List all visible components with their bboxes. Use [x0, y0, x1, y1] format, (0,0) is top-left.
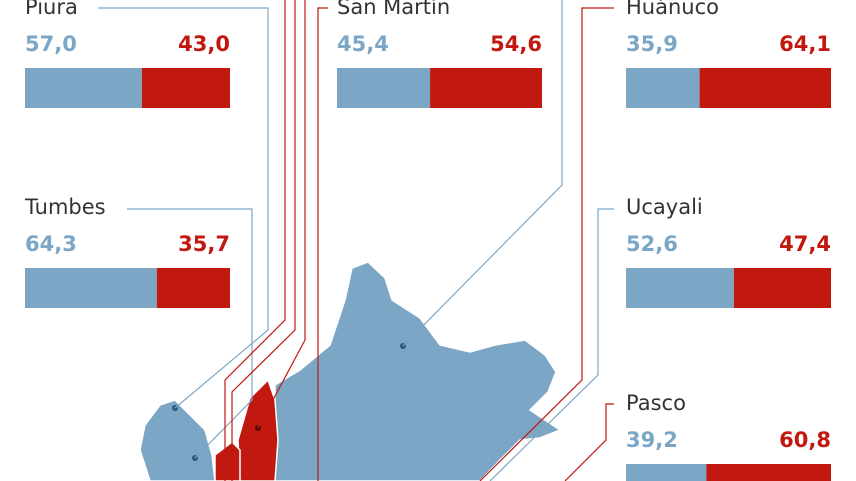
leader-line: [224, 0, 286, 481]
bar-segment: [337, 68, 431, 108]
bar-segment: [141, 68, 230, 108]
value-label: 47,4: [779, 232, 831, 256]
leader-line: [231, 0, 296, 481]
value-label: 64,1: [779, 32, 831, 56]
region-name: Pasco: [626, 391, 686, 415]
bar-segment: [733, 268, 831, 308]
bar-segment: [626, 464, 707, 481]
value-label: 64,3: [25, 232, 77, 256]
region-name: Huánuco: [626, 0, 719, 19]
region-shape: [139, 399, 216, 481]
region-shape: [214, 441, 241, 481]
value-label: 57,0: [25, 32, 77, 56]
value-label: 43,0: [178, 32, 230, 56]
value-label: 45,4: [337, 32, 389, 56]
leader-line: [489, 208, 614, 481]
region-name: Piura: [25, 0, 78, 19]
bar-segment: [626, 68, 700, 108]
bar-segment: [156, 268, 230, 308]
region-shape: [274, 261, 562, 481]
leader-line: [402, 0, 563, 347]
region-name: Ucayali: [626, 195, 703, 219]
leader-line: [257, 0, 306, 429]
bar-segment: [699, 68, 831, 108]
leader-lines: [98, 0, 614, 481]
region-name: San Martín: [337, 0, 450, 19]
bar-segment: [25, 68, 142, 108]
leader-line: [479, 7, 614, 481]
bar-segment: [706, 464, 831, 481]
bar-segment: [430, 68, 542, 108]
leader-line: [317, 7, 328, 481]
leader-line: [564, 403, 614, 481]
map: [139, 261, 562, 481]
bar-segment: [25, 268, 157, 308]
value-label: 39,2: [626, 428, 678, 452]
leader-line: [127, 208, 253, 459]
value-label: 54,6: [490, 32, 542, 56]
value-label: 35,7: [178, 232, 230, 256]
region-name: Tumbes: [24, 195, 106, 219]
leader-line: [98, 7, 269, 409]
value-label: 60,8: [779, 428, 831, 452]
value-label: 35,9: [626, 32, 678, 56]
bar-segment: [626, 268, 734, 308]
value-label: 52,6: [626, 232, 678, 256]
